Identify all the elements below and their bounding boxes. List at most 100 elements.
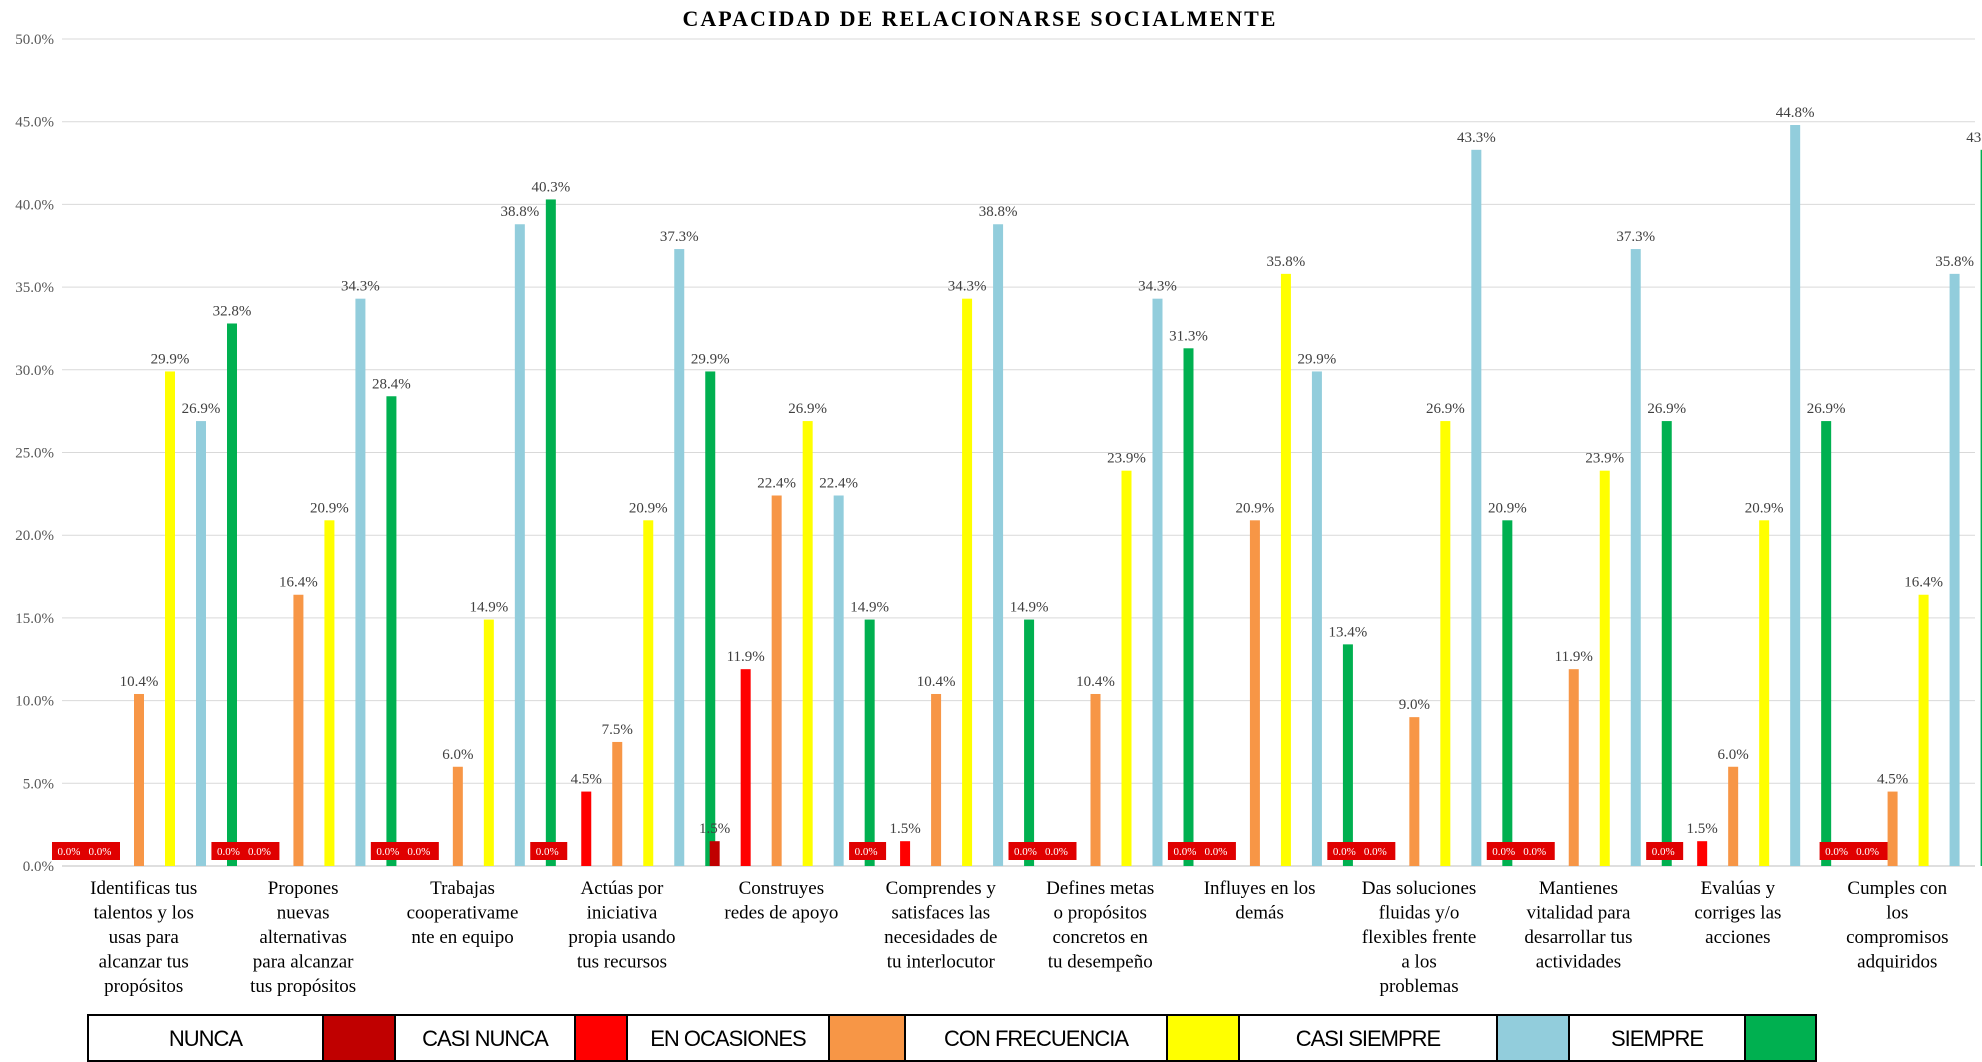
data-label: 20.9%	[1488, 500, 1527, 516]
bar	[1280, 273, 1291, 866]
data-label: 0.0%	[1204, 846, 1227, 858]
x-category-label: Identificas tus talentos y los usas para al…	[90, 878, 197, 997]
legend-label: CASI NUNCA	[422, 1026, 549, 1051]
bar	[1568, 669, 1579, 866]
data-label: 13.4%	[1329, 624, 1368, 640]
bar	[1918, 594, 1929, 866]
bar	[740, 669, 751, 866]
data-label: 0.0%	[58, 846, 81, 858]
x-category-label: Influyes en los demás	[1204, 878, 1316, 924]
bar	[1090, 693, 1101, 866]
data-label: 20.9%	[629, 500, 668, 516]
gridlines	[62, 38, 1975, 867]
y-tick-label: 0.0%	[23, 859, 54, 875]
x-category-label: Actúas por iniciativa propia usando tus rec…	[568, 878, 675, 973]
bar	[1409, 717, 1420, 866]
bars	[134, 125, 1982, 867]
x-category-label: Evalúas y corriges las acciones	[1694, 878, 1781, 948]
data-label: 4.5%	[1877, 772, 1908, 788]
bar	[833, 495, 844, 866]
data-label: 7.5%	[602, 722, 633, 738]
bar	[674, 249, 685, 867]
data-label: 16.4%	[1904, 575, 1943, 591]
data-label: 0.0%	[536, 846, 559, 858]
data-label: 34.3%	[341, 279, 380, 295]
data-label: 0.0%	[407, 846, 430, 858]
data-label: 23.9%	[1107, 451, 1146, 467]
bar	[643, 520, 654, 866]
legend: NUNCA CASI NUNCA EN OCASIONES CON FRECUENCI…	[87, 1014, 1817, 1062]
bar	[1502, 520, 1513, 866]
x-category-label: Defines metas o propósitos concretos en tu …	[1046, 878, 1154, 973]
data-label: 44.8%	[1776, 105, 1815, 121]
y-tick-label: 40.0%	[15, 197, 54, 213]
data-label: 37.3%	[1616, 229, 1655, 245]
bar	[993, 224, 1004, 867]
data-label: 0.0%	[1856, 846, 1879, 858]
bar	[1949, 273, 1960, 866]
data-label: 0.0%	[89, 846, 112, 858]
bar	[483, 619, 494, 866]
bar	[771, 495, 782, 866]
data-label: 0.0%	[1173, 846, 1196, 858]
bar	[1599, 470, 1610, 866]
bar	[1152, 298, 1163, 867]
y-tick-label: 15.0%	[15, 611, 54, 627]
bar	[900, 841, 911, 866]
data-label: 11.9%	[727, 649, 765, 665]
zero-label-tag	[211, 842, 280, 860]
bar	[1440, 421, 1451, 866]
data-label: 1.5%	[699, 821, 730, 837]
bar	[581, 791, 592, 866]
y-tick-label: 50.0%	[15, 32, 54, 48]
legend-label: NUNCA	[169, 1026, 244, 1051]
x-category-label: Construyes redes de apoyo	[724, 878, 838, 924]
zero-label-tag	[849, 842, 887, 860]
bar	[452, 766, 463, 866]
x-category-label: Cumples con los compromisos adquiridos	[1846, 878, 1948, 973]
data-label: 9.0%	[1399, 697, 1430, 713]
bar	[705, 371, 716, 866]
data-label: 0.0%	[1333, 846, 1356, 858]
bar	[165, 371, 175, 866]
bar	[1790, 125, 1801, 867]
zero-label-tag	[370, 842, 439, 860]
legend-swatch	[574, 1014, 628, 1062]
data-label: 16.4%	[279, 575, 318, 591]
data-label: 14.9%	[1010, 600, 1049, 616]
data-label: 0.0%	[1045, 846, 1068, 858]
bar	[1342, 644, 1353, 866]
bar	[1980, 149, 1982, 866]
data-label: 20.9%	[310, 500, 349, 516]
legend-swatch	[322, 1014, 396, 1062]
data-label: 0.0%	[1364, 846, 1387, 858]
bar	[1887, 791, 1898, 866]
bar	[293, 594, 304, 866]
bar	[1249, 520, 1260, 866]
data-label: 43.3%	[1966, 130, 1982, 146]
y-tick-label: 45.0%	[15, 115, 54, 131]
data-label: 0.0%	[1492, 846, 1515, 858]
bar	[545, 199, 556, 867]
data-label: 20.9%	[1236, 500, 1275, 516]
bar	[227, 323, 237, 866]
zero-label-tag	[1486, 842, 1555, 860]
x-category-label: Das soluciones fluidas y/o flexibles frent…	[1362, 878, 1477, 997]
data-label: 6.0%	[1718, 747, 1749, 763]
data-label: 22.4%	[819, 476, 858, 492]
bar	[1728, 766, 1739, 866]
data-label: 10.4%	[917, 674, 956, 690]
data-label: 0.0%	[1523, 846, 1546, 858]
legend-label: SIEMPRE	[1611, 1026, 1703, 1051]
legend-swatch	[828, 1014, 906, 1062]
y-tick-label: 30.0%	[15, 363, 54, 379]
y-tick-label: 20.0%	[15, 528, 54, 544]
legend-label: CASI SIEMPRE	[1296, 1026, 1441, 1051]
data-label: 34.3%	[948, 279, 987, 295]
y-axis-ticks: 0.0% 5.0% 10.0% 15.0% 20.0% 25.0% 30.0% 35.0% 40…	[15, 32, 54, 875]
bar	[962, 298, 973, 867]
data-label: 35.8%	[1935, 254, 1974, 270]
data-label: 0.0%	[855, 846, 878, 858]
zero-label-tag	[1646, 842, 1684, 860]
